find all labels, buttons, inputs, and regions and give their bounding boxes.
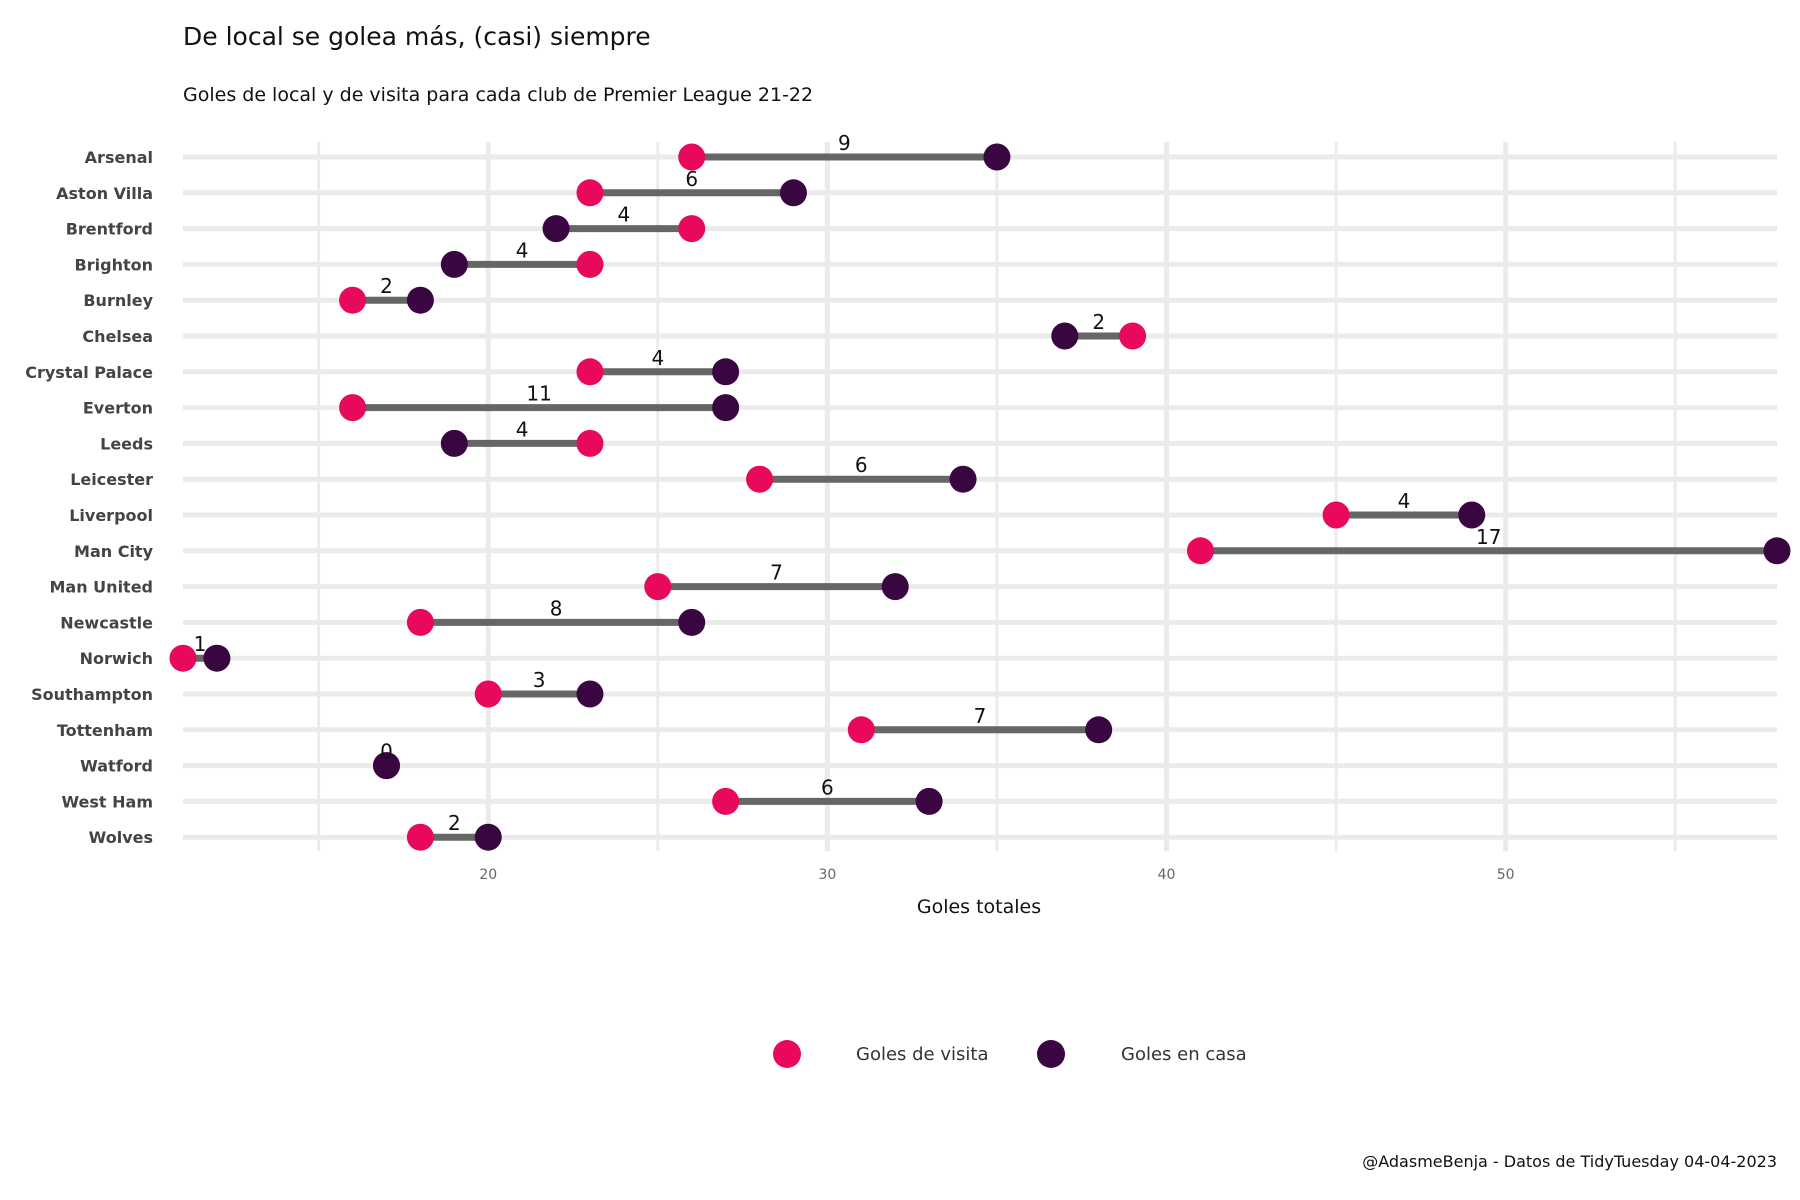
diff-label: 4 xyxy=(651,346,664,370)
diff-label: 3 xyxy=(533,668,546,692)
point-away xyxy=(406,608,434,636)
point-home xyxy=(1763,537,1791,565)
diff-label: 17 xyxy=(1476,525,1501,549)
point-home xyxy=(915,787,943,815)
grid-lines xyxy=(183,142,1777,852)
point-home xyxy=(712,358,740,386)
y-tick-label: Leicester xyxy=(70,470,153,489)
point-away xyxy=(576,250,604,278)
y-tick-label: Arsenal xyxy=(85,148,153,167)
y-tick-label: Brentford xyxy=(66,220,153,239)
point-away xyxy=(339,394,367,422)
x-axis-title: Goles totales xyxy=(917,896,1041,918)
legend-label-away: Goles de visita xyxy=(856,1044,988,1065)
x-tick-label: 50 xyxy=(1497,867,1515,883)
diff-label: 6 xyxy=(821,775,834,799)
point-away xyxy=(339,286,367,314)
chart-title: De local se golea más, (casi) siempre xyxy=(183,22,651,51)
point-away xyxy=(1119,322,1147,350)
point-away xyxy=(576,358,604,386)
point-home xyxy=(678,608,706,636)
y-tick-label: Aston Villa xyxy=(56,184,153,203)
diff-label: 2 xyxy=(380,274,393,298)
point-away xyxy=(678,143,706,171)
point-home xyxy=(406,286,434,314)
diff-label: 0 xyxy=(380,740,393,764)
y-tick-label: Everton xyxy=(83,399,153,418)
point-home xyxy=(1458,501,1486,529)
y-tick-label: Burnley xyxy=(83,291,153,310)
legend-marker-away xyxy=(773,1040,801,1068)
diff-label: 1 xyxy=(194,632,207,656)
y-tick-label: Liverpool xyxy=(69,506,153,525)
point-away xyxy=(576,429,604,457)
segments xyxy=(183,153,1777,841)
y-tick-label: Man United xyxy=(50,578,154,597)
point-away xyxy=(1186,537,1214,565)
point-home xyxy=(372,752,400,780)
diff-label: 2 xyxy=(1092,310,1105,334)
diff-label: 11 xyxy=(526,382,551,406)
y-tick-label: Crystal Palace xyxy=(25,363,153,382)
diff-label: 4 xyxy=(516,417,529,441)
diff-label: 7 xyxy=(770,561,783,585)
diff-label: 8 xyxy=(550,596,563,620)
points xyxy=(169,143,1791,851)
x-tick-label: 40 xyxy=(1158,867,1176,883)
point-home xyxy=(779,179,807,207)
y-tick-label: Wolves xyxy=(89,828,153,847)
diff-label: 7 xyxy=(974,704,987,728)
y-tick-label: Leeds xyxy=(100,434,153,453)
point-away xyxy=(712,787,740,815)
point-home xyxy=(712,394,740,422)
point-home xyxy=(203,644,231,672)
point-away xyxy=(169,644,197,672)
point-home xyxy=(542,215,570,243)
chart-subtitle: Goles de local y de visita para cada clu… xyxy=(183,84,814,106)
y-tick-label: West Ham xyxy=(61,792,153,811)
point-home xyxy=(1051,322,1079,350)
y-tick-label: Brighton xyxy=(75,255,153,274)
y-tick-label: Newcastle xyxy=(60,613,153,632)
diff-label: 6 xyxy=(685,167,698,191)
point-home xyxy=(474,823,502,851)
y-tick-label: Man City xyxy=(74,542,154,561)
point-away xyxy=(644,573,672,601)
diff-label: 6 xyxy=(855,453,868,477)
diff-label: 4 xyxy=(516,238,529,262)
x-tick-label: 30 xyxy=(818,867,836,883)
y-tick-label: Norwich xyxy=(80,649,153,668)
legend-label-home: Goles en casa xyxy=(1121,1044,1247,1065)
point-away xyxy=(678,215,706,243)
point-away xyxy=(406,823,434,851)
point-away xyxy=(847,716,875,744)
diff-label: 2 xyxy=(448,811,461,835)
y-tick-label: Southampton xyxy=(31,685,153,704)
point-away xyxy=(576,179,604,207)
point-home xyxy=(983,143,1011,171)
diff-label: 9 xyxy=(838,131,851,155)
chart-caption: @AdasmeBenja - Datos de TidyTuesday 04-0… xyxy=(1362,1152,1777,1171)
y-tick-label: Tottenham xyxy=(57,721,153,740)
diff-label: 4 xyxy=(1398,489,1411,513)
y-tick-label: Watford xyxy=(80,757,153,776)
y-tick-label: Chelsea xyxy=(82,327,153,346)
point-away xyxy=(474,680,502,708)
point-home xyxy=(440,429,468,457)
point-away xyxy=(746,465,774,493)
point-home xyxy=(1085,716,1113,744)
legend-marker-home xyxy=(1037,1040,1065,1068)
point-home xyxy=(949,465,977,493)
point-away xyxy=(1322,501,1350,529)
point-home xyxy=(576,680,604,708)
point-home xyxy=(881,573,909,601)
point-home xyxy=(440,250,468,278)
x-tick-label: 20 xyxy=(479,867,497,883)
legend: Goles de visita Goles en casa xyxy=(773,1040,1247,1068)
diff-label: 4 xyxy=(618,203,631,227)
